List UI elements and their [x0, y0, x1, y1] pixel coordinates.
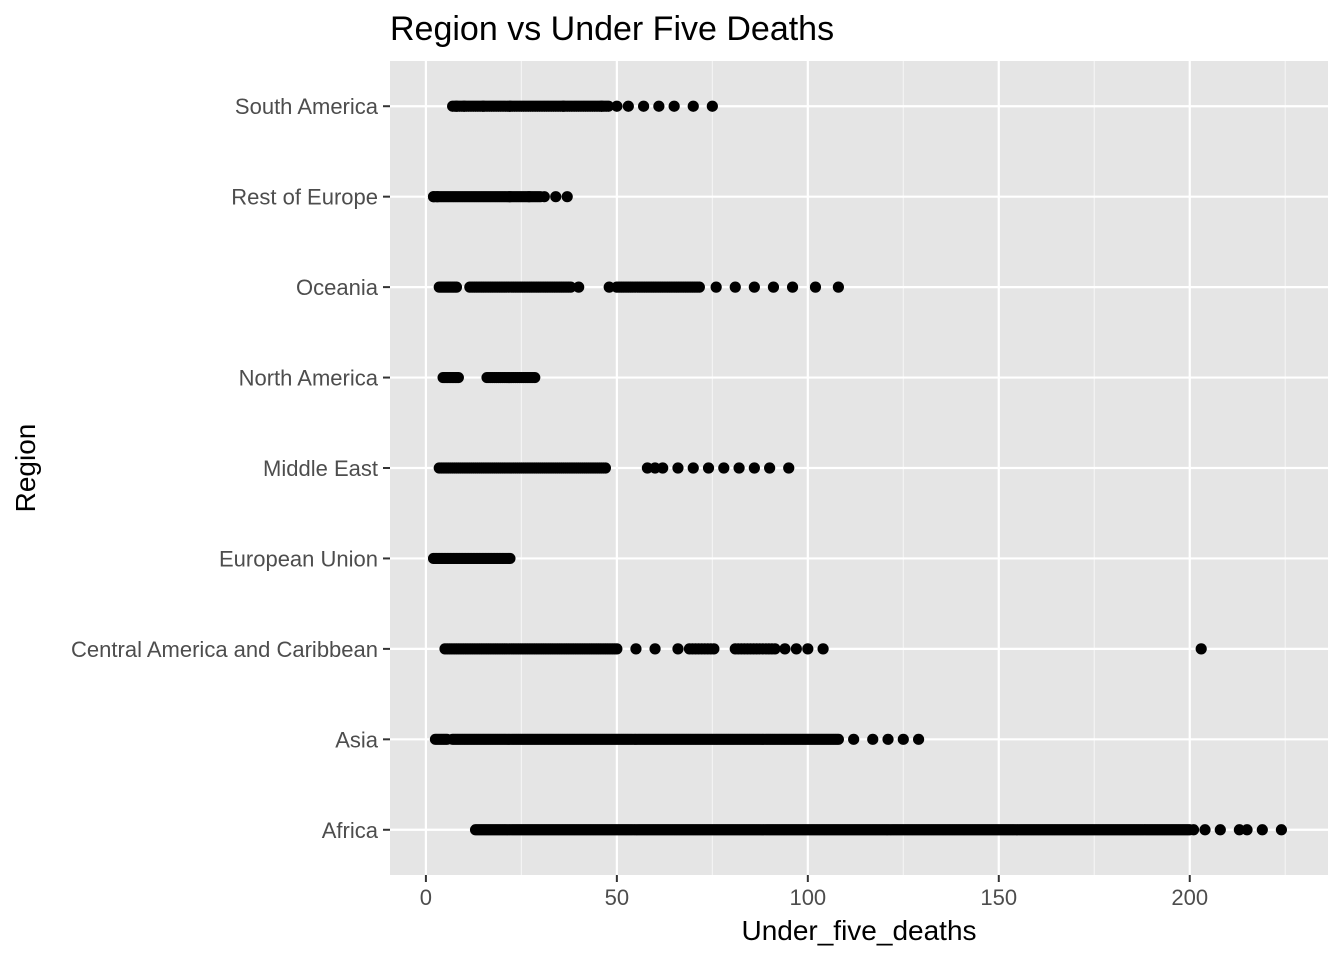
data-point [657, 462, 669, 474]
x-tick-label: 100 [789, 885, 826, 910]
data-point [1214, 824, 1226, 836]
data-point [832, 281, 844, 293]
data-point [523, 191, 535, 203]
x-axis: 0 50 100 150 200 [420, 875, 1208, 910]
data-point [748, 462, 760, 474]
data-point [649, 643, 661, 655]
data-point [802, 643, 814, 655]
data-point [672, 462, 684, 474]
data-point [477, 100, 489, 112]
data-point [653, 100, 665, 112]
data-point [1241, 824, 1253, 836]
data-point [538, 191, 550, 203]
data-point [817, 643, 829, 655]
data-point [557, 100, 569, 112]
y-tick-label: Oceania [296, 275, 379, 300]
data-point [693, 281, 705, 293]
data-point [687, 100, 699, 112]
data-point [786, 281, 799, 293]
data-point [769, 643, 781, 655]
x-tick-label: 0 [420, 885, 432, 910]
y-tick-label: North America [239, 366, 379, 391]
data-point [832, 733, 844, 745]
data-point [504, 100, 516, 112]
chart-title: Region vs Under Five Deaths [390, 10, 834, 48]
data-point [708, 643, 720, 655]
data-point [504, 191, 516, 203]
data-point [1275, 824, 1288, 836]
data-point [431, 191, 443, 203]
y-tick-label: South America [235, 94, 379, 119]
x-axis-title: Under_five_deaths [741, 915, 976, 946]
data-point [622, 100, 634, 112]
data-point [529, 371, 541, 384]
data-point [565, 281, 577, 293]
data-point [748, 281, 760, 293]
data-point [729, 281, 741, 293]
data-point [630, 643, 642, 655]
data-point [458, 100, 470, 112]
data-point [672, 643, 684, 655]
data-point [611, 100, 623, 112]
data-point [638, 100, 650, 112]
y-tick-label: Middle East [263, 456, 378, 481]
data-point [687, 462, 699, 474]
data-point [595, 100, 608, 112]
y-tick-label: Rest of Europe [231, 185, 378, 210]
data-point [561, 191, 573, 203]
data-point [550, 191, 562, 203]
data-point [779, 643, 791, 655]
data-point [603, 281, 615, 293]
y-tick-label: European Union [219, 546, 378, 571]
y-tick-label: Africa [322, 818, 379, 843]
data-point [733, 462, 745, 474]
data-point [767, 281, 780, 293]
x-tick-label: 50 [605, 885, 629, 910]
data-point [706, 100, 718, 112]
y-tick-label: Asia [335, 727, 379, 752]
data-point [882, 733, 894, 745]
data-point [809, 281, 822, 293]
data-point [611, 643, 623, 655]
data-point [702, 462, 715, 474]
data-point [867, 733, 879, 745]
data-point [1195, 643, 1207, 655]
data-point [1187, 824, 1200, 836]
data-point [912, 733, 925, 745]
data-point [504, 552, 516, 565]
data-points [427, 100, 1288, 836]
data-point [764, 462, 776, 474]
data-point [1256, 824, 1268, 836]
data-point [599, 462, 612, 474]
data-point [450, 281, 463, 293]
x-tick-label: 150 [980, 885, 1017, 910]
data-point [897, 733, 909, 745]
data-point [452, 371, 464, 384]
data-point [710, 281, 722, 293]
data-point [1199, 824, 1211, 836]
x-tick-label: 200 [1171, 885, 1208, 910]
data-point [790, 643, 802, 655]
data-point [573, 281, 585, 293]
data-point [848, 733, 860, 745]
data-point [783, 462, 795, 474]
y-axis: Africa Asia Central America and Caribbean E… [71, 94, 390, 843]
y-axis-title: Region [10, 424, 41, 513]
data-point [718, 462, 730, 474]
data-point [668, 100, 680, 112]
y-tick-label: Central America and Caribbean [71, 637, 378, 662]
